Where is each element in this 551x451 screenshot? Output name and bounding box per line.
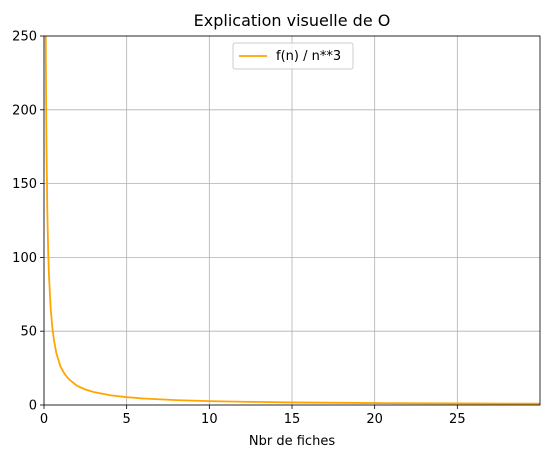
x-tick-label: 15 (284, 412, 301, 427)
y-tick-label: 200 (12, 103, 37, 118)
y-tick-label: 100 (12, 251, 37, 266)
y-tick-label: 0 (29, 399, 37, 414)
x-tick-label: 5 (123, 412, 131, 427)
series-line (44, 36, 540, 405)
x-axis-label: Nbr de fiches (249, 434, 335, 449)
x-tick-label: 25 (449, 412, 466, 427)
chart-title: Explication visuelle de O (194, 11, 391, 30)
legend-box (232, 42, 354, 70)
grid (43, 35, 540, 406)
x-tick-label: 0 (40, 412, 48, 427)
x-tick-label: 20 (366, 412, 383, 427)
y-tick-label: 150 (12, 177, 37, 192)
legend: f(n) / n**3 (232, 42, 354, 70)
x-tick-label: 10 (201, 412, 218, 427)
y-tick-label: 50 (20, 325, 37, 340)
y-tick-label: 250 (12, 30, 37, 45)
legend-label: f(n) / n**3 (276, 49, 341, 64)
series-layer (44, 36, 540, 405)
